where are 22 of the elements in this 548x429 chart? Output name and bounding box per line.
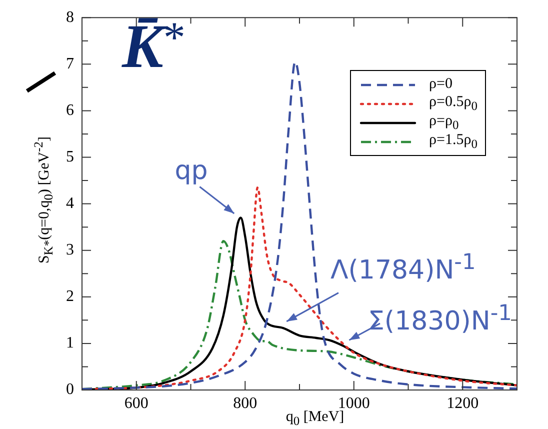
y-tick-label: 3 (66, 242, 74, 259)
x-tick-label: 600 (124, 394, 148, 412)
legend-label: ρ=0.5ρ$_{0}$ (429, 94, 478, 114)
y-tick-label: 2 (66, 288, 74, 306)
y-tick-label: 4 (66, 195, 74, 212)
chart-title: K̄* (122, 12, 186, 83)
x-tick-label: 800 (233, 394, 258, 412)
annotation: Σ(1830)N$^{-1}$ (368, 301, 512, 338)
legend-label: ρ=0 (429, 76, 452, 93)
y-tick-label: 5 (66, 148, 74, 166)
x-axis-title: q$_{0}$ [MeV] (286, 409, 344, 428)
annotation: qp (174, 156, 208, 186)
y-tick-label: 0 (66, 381, 74, 398)
annotation: Λ(1784)N$^{-1}$ (330, 250, 476, 286)
y-tick-label: 1 (66, 334, 74, 352)
y-tick-label: 8 (66, 8, 74, 26)
legend-label: ρ=ρ$_{0}$ (429, 112, 459, 132)
legend-label: ρ=1.5ρ$_{0}$ (429, 132, 478, 152)
x-tick-label: 1000 (338, 394, 370, 412)
y-tick-label: 6 (66, 102, 74, 119)
x-tick-label: 1200 (446, 394, 479, 412)
y-tick-label: 7 (66, 55, 74, 72)
